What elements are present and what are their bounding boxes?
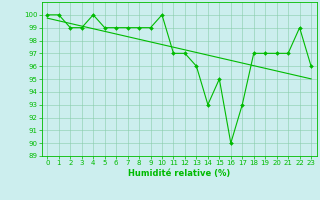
X-axis label: Humidité relative (%): Humidité relative (%)	[128, 169, 230, 178]
